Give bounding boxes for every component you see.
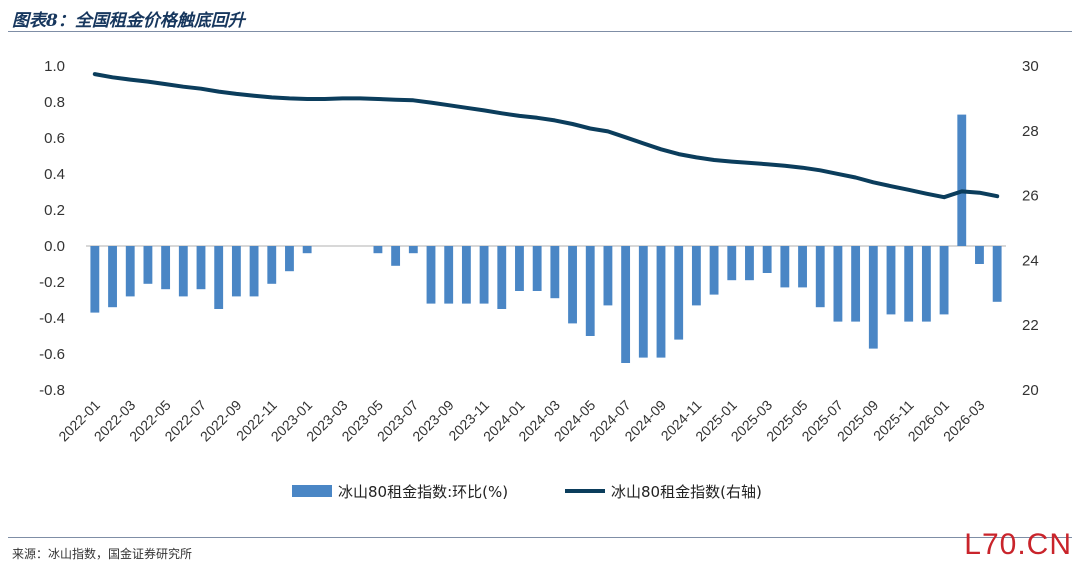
line-series (92, 72, 1000, 200)
bar-mark (691, 246, 701, 306)
bar-mark (762, 246, 772, 273)
left-tick-label: 0.2 (44, 202, 65, 219)
left-tick-label: 1.0 (44, 58, 65, 75)
bar-mark (656, 246, 666, 358)
bar-mark (125, 246, 135, 297)
right-tick-label: 22 (1022, 317, 1039, 334)
bar-mark (178, 246, 188, 297)
legend-bar-label: 冰山80租金指数:环比(%) (338, 483, 508, 501)
right-tick-label: 30 (1022, 58, 1039, 75)
bar-mark (886, 246, 896, 315)
bar-mark (585, 246, 595, 336)
right-tick-label: 26 (1022, 188, 1039, 205)
bar-mark (904, 246, 914, 322)
left-tick-label: 0.8 (44, 94, 65, 111)
bar-mark (108, 246, 117, 308)
bar-mark (868, 246, 878, 349)
right-tick-label: 24 (1022, 252, 1039, 269)
bar-mark (798, 246, 807, 288)
bar-mark (851, 246, 861, 322)
x-axis-labels: 2022-012022-032022-052022-072022-092022-… (55, 397, 987, 445)
bar-mark (532, 246, 542, 291)
source-note: 来源：冰山指数，国金证券研究所 (12, 547, 193, 561)
legend: 冰山80租金指数:环比(%) 冰山80租金指数(右轴) (292, 483, 762, 501)
right-axis-labels: 30 28 26 24 22 20 (1022, 58, 1039, 399)
left-tick-label: 0.6 (44, 130, 65, 147)
bar-mark (267, 246, 277, 284)
bar-mark (515, 246, 524, 291)
bar-mark (461, 246, 471, 304)
bar-mark (568, 246, 577, 324)
bar-mark (833, 246, 843, 322)
bar-mark (621, 246, 631, 363)
left-tick-label: 0.0 (44, 238, 65, 255)
bar-mark (727, 246, 737, 281)
bar-mark (161, 246, 171, 290)
legend-bar-swatch (292, 485, 332, 497)
bar-mark (992, 246, 1002, 302)
bar-mark (426, 246, 436, 304)
bar-mark (285, 246, 294, 272)
left-tick-label: 0.4 (44, 166, 65, 183)
bar-mark (214, 246, 224, 309)
legend-line-label: 冰山80租金指数(右轴) (611, 483, 762, 501)
left-tick-label: -0.8 (39, 382, 65, 399)
bar-mark (921, 246, 931, 322)
chart-canvas: 1.0 0.8 0.6 0.4 0.2 0.0 -0.2 -0.4 -0.6 -0.8 30 28 2… (39, 58, 1039, 501)
left-tick-label: -0.4 (39, 310, 65, 327)
bar-mark (444, 246, 454, 304)
bar-mark (975, 246, 984, 264)
bar-mark (550, 246, 560, 299)
bar-mark (939, 246, 949, 315)
bar-mark (709, 246, 719, 295)
top-divider (8, 31, 1072, 32)
bar-mark (90, 246, 100, 313)
bar-mark (249, 246, 259, 297)
bar-mark (497, 246, 507, 309)
bar-mark (674, 246, 684, 340)
left-axis-labels: 1.0 0.8 0.6 0.4 0.2 0.0 -0.2 -0.4 -0.6 -0.8 (39, 58, 65, 399)
bar-mark (391, 246, 401, 266)
bar-mark (815, 246, 825, 308)
bar-mark (638, 246, 648, 358)
right-tick-label: 20 (1022, 382, 1039, 399)
bar-mark (780, 246, 790, 288)
left-tick-label: -0.6 (39, 346, 65, 363)
bar-mark (745, 246, 754, 281)
watermark-logo: L70.CN (964, 528, 1072, 561)
bar-mark (373, 246, 383, 254)
chart-title: 图表8：全国租金价格触底回升 (12, 11, 245, 31)
right-tick-label: 28 (1022, 123, 1039, 140)
left-tick-label: -0.2 (39, 274, 65, 291)
bar-series (90, 114, 1002, 363)
bottom-divider (8, 537, 1072, 538)
bar-mark (143, 246, 153, 284)
bar-mark (231, 246, 241, 297)
bar-mark (603, 246, 613, 306)
bar-mark (408, 246, 418, 254)
bar-mark (196, 246, 206, 290)
bar-mark (302, 246, 312, 254)
bar-mark (957, 114, 967, 246)
bar-mark (479, 246, 489, 304)
